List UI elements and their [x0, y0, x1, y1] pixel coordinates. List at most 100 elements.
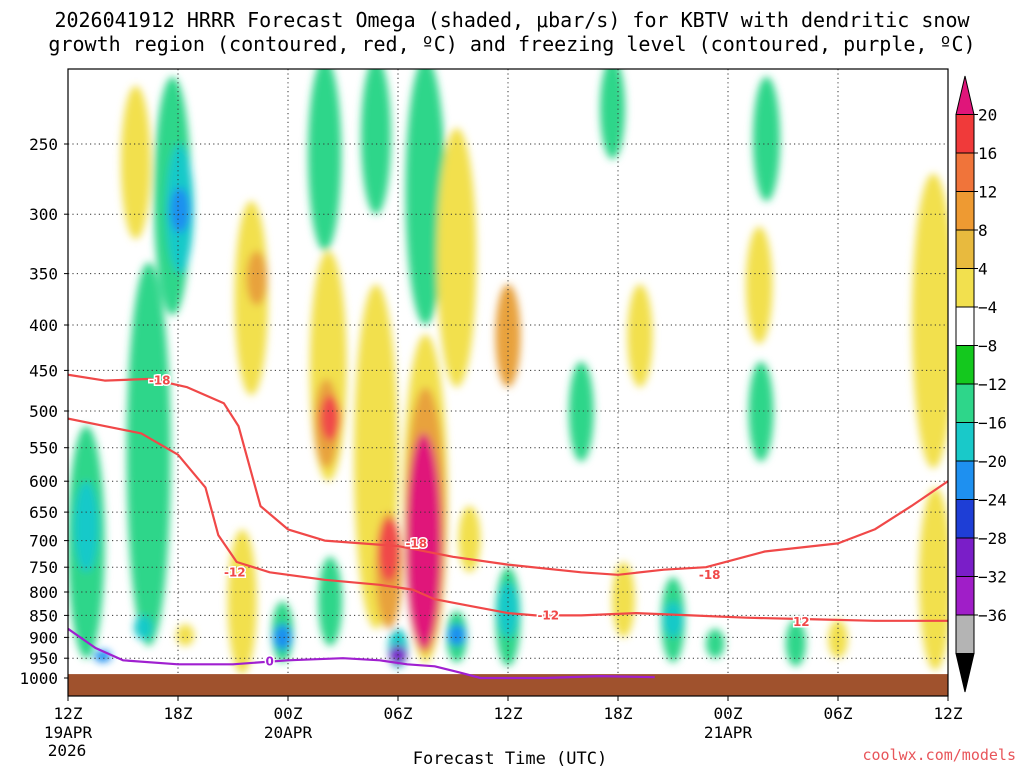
y-tick-label: 750: [29, 558, 58, 577]
y-tick-label: 450: [29, 361, 58, 380]
omega-cell: [745, 226, 773, 344]
y-tick-label: 600: [29, 472, 58, 491]
omega-cell: [919, 487, 948, 671]
y-tick-label: 650: [29, 503, 58, 522]
colorbar-band: [955, 191, 975, 231]
y-tick-label: 800: [29, 583, 58, 602]
omega-cell: [308, 69, 342, 251]
colorbar-tick-label: 4: [978, 260, 988, 279]
omega-cell: [748, 361, 774, 462]
x-axis-title: Forecast Time (UTC): [413, 749, 607, 768]
x-tick-label: 00Z: [714, 704, 743, 723]
colorbar: 20 16 12 8 4 −4 −8 −12 −16 −20 −24 −28 −32 −36: [955, 75, 1007, 693]
omega-cell: [663, 601, 683, 638]
contour-label: -12: [224, 565, 246, 579]
omega-cell: [227, 529, 257, 675]
isotherm-minus18-line: [68, 373, 948, 576]
contour-label: -18: [405, 536, 427, 550]
chart-title-line-1: 2026041912 HRRR Forecast Omega (shaded, …: [54, 8, 970, 32]
colorbar-band: [955, 345, 975, 385]
freezing-level-line: [68, 627, 655, 680]
y-tick-label: 250: [29, 135, 58, 154]
x-tick-label: 18Z: [164, 704, 193, 723]
y-axis: 250 300 350 400 450 500 550 600 650 700 750 800 850 9…: [19, 135, 68, 688]
colorbar-tick-label: −28: [978, 529, 1007, 548]
y-tick-label: 700: [29, 532, 58, 551]
omega-cell: [126, 262, 171, 646]
omega-cell: [405, 69, 446, 325]
omega-cell: [627, 284, 653, 388]
colorbar-band: [955, 576, 975, 616]
y-tick-label: 950: [29, 649, 58, 668]
contour-label: 12: [793, 615, 810, 629]
colorbar-tick-label: −36: [978, 606, 1007, 625]
colorbar-band: [955, 383, 975, 423]
x-tick-year: 2026: [48, 741, 87, 760]
contour-label: -18: [149, 374, 171, 388]
colorbar-band: [955, 268, 975, 308]
omega-cell: [406, 433, 442, 650]
colorbar-band: [955, 114, 975, 154]
x-tick-label: 00Z: [274, 704, 303, 723]
colorbar-tick-label: −24: [978, 491, 1007, 510]
colorbar-band: [955, 306, 975, 346]
y-tick-label: 850: [29, 606, 58, 625]
contour-label: -12: [537, 608, 559, 622]
omega-cell: [612, 562, 635, 638]
omega-cell: [447, 624, 466, 646]
omega-cell: [176, 624, 195, 646]
omega-cell: [273, 624, 292, 650]
y-tick-label: 350: [29, 265, 58, 284]
omega-cell: [377, 517, 400, 583]
y-tick-label: 400: [29, 316, 58, 335]
omega-cell: [246, 250, 268, 306]
colorbar-band: [955, 229, 975, 269]
terrain-fill-layer: [68, 674, 948, 696]
x-tick-date: 21APR: [704, 723, 753, 742]
colorbar-band: [955, 422, 975, 462]
x-tick-label: 06Z: [384, 704, 413, 723]
colorbar-tick-label: −20: [978, 452, 1007, 471]
omega-cell: [320, 395, 341, 441]
x-tick-date: 20APR: [264, 723, 313, 742]
colorbar-band: [955, 614, 975, 654]
y-tick-label: 300: [29, 205, 58, 224]
omega-cell: [568, 361, 594, 462]
colorbar-band: [955, 499, 975, 539]
colorbar-tick-label: −12: [978, 375, 1007, 394]
colorbar-band: [955, 152, 975, 192]
omega-cell: [169, 187, 190, 233]
x-tick-label: 12Z: [934, 704, 963, 723]
colorbar-tick-label: 20: [978, 106, 997, 125]
colorbar-bottom-tip: [955, 653, 975, 693]
x-tick-label: 12Z: [54, 704, 83, 723]
chart-title-line-2: growth region (contoured, red, ºC) and f…: [48, 32, 975, 56]
colorbar-band: [955, 460, 975, 500]
x-tick-date: 19APR: [44, 723, 93, 742]
omega-cell: [74, 481, 99, 573]
x-tick-label: 12Z: [494, 704, 523, 723]
omega-cell: [437, 128, 477, 388]
omega-cell: [497, 582, 519, 638]
x-tick-label: 18Z: [604, 704, 633, 723]
omega-cell: [705, 628, 725, 659]
terrain-fill: [68, 674, 948, 696]
colorbar-tick-label: 12: [978, 183, 997, 202]
y-tick-label: 500: [29, 402, 58, 421]
colorbar-tick-label: −16: [978, 414, 1007, 433]
colorbar-band: [955, 537, 975, 577]
omega-cell: [318, 556, 343, 646]
omega-cell: [600, 69, 625, 160]
omega-cell: [912, 173, 948, 469]
omega-cell: [134, 387, 156, 455]
colorbar-tick-label: −32: [978, 568, 1007, 587]
y-tick-label: 1000: [19, 669, 58, 688]
omega-cell: [828, 619, 848, 659]
contour-lines-layer: [68, 373, 948, 680]
credit-text: coolwx.com/models: [862, 746, 1016, 764]
contour-label: 0: [266, 655, 274, 669]
omega-cell: [785, 619, 806, 667]
colorbar-tick-label: −4: [978, 298, 997, 317]
